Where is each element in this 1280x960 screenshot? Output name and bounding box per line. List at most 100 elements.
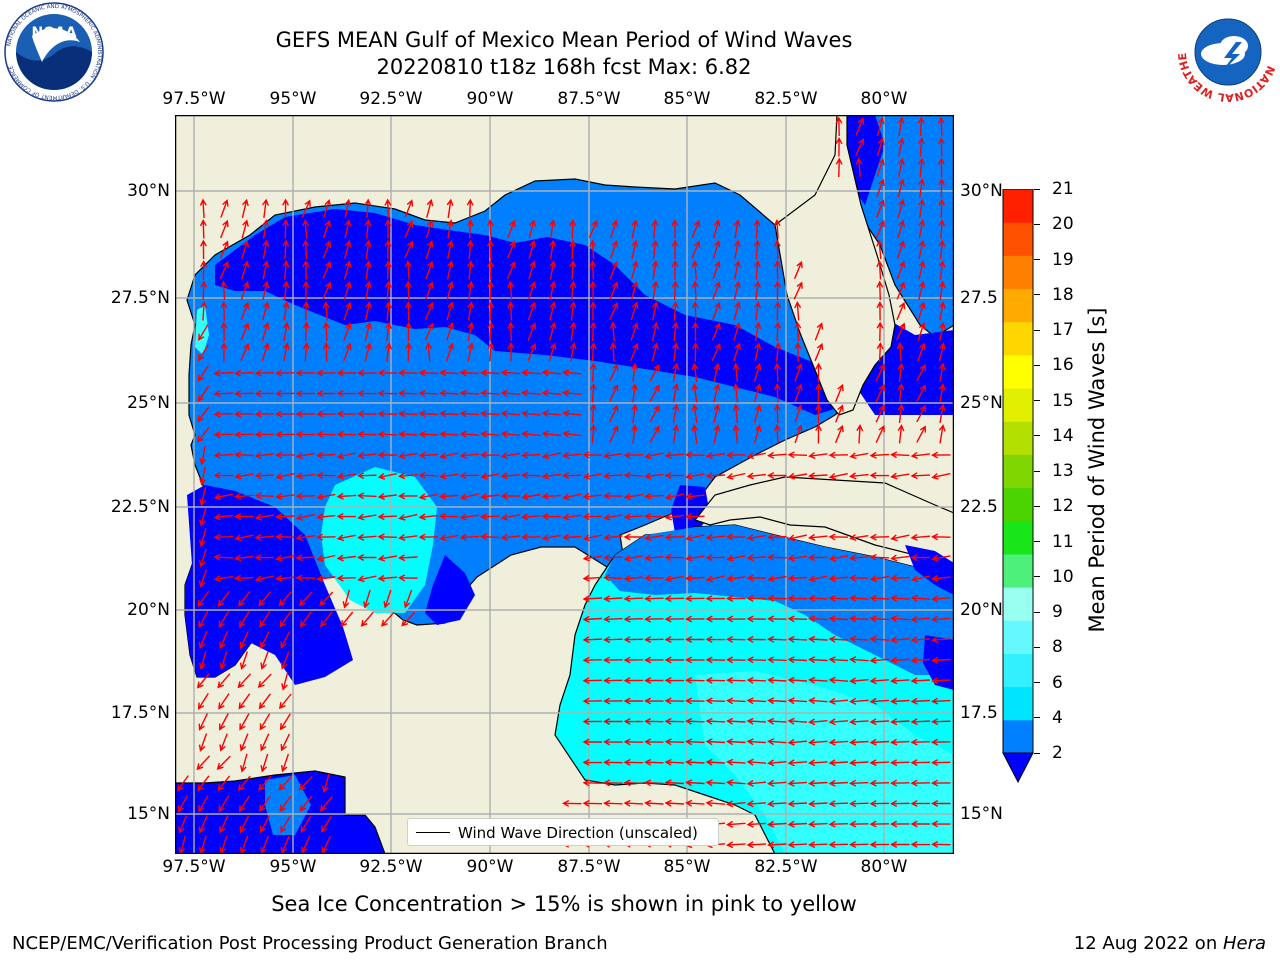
wind-wave-arrow [218, 610, 230, 629]
wind-wave-arrow [487, 280, 495, 301]
wind-wave-arrow [931, 820, 951, 828]
wind-wave-arrow [603, 513, 623, 521]
wind-wave-arrow [692, 342, 700, 362]
wind-wave-arrow [487, 301, 495, 321]
wind-wave-arrow [623, 554, 643, 562]
wind-wave-arrow [582, 799, 603, 807]
wind-wave-arrow [258, 775, 272, 791]
wind-wave-arrow [336, 389, 357, 397]
wind-wave-arrow [527, 342, 537, 362]
colorbar-tick-mark [1034, 611, 1040, 613]
wind-wave-arrow [890, 759, 910, 767]
wind-wave-arrow [340, 611, 354, 628]
wind-wave-arrow [938, 424, 946, 444]
map-legend: Wind Wave Direction (unscaled) [407, 818, 719, 846]
wind-wave-arrow [459, 513, 480, 521]
wind-wave-arrow [295, 390, 316, 398]
wind-wave-arrow [787, 738, 808, 746]
wind-wave-arrow [275, 430, 295, 439]
wind-wave-arrow [931, 718, 951, 726]
colorbar-tick-label: 19 [1052, 249, 1074, 270]
wind-wave-arrow [220, 301, 228, 321]
wind-wave-arrow [828, 594, 849, 602]
wind-wave-arrow [343, 281, 352, 300]
wind-wave-arrow [849, 472, 869, 480]
wind-wave-arrow [480, 513, 500, 521]
wind-wave-arrow [897, 178, 905, 198]
sea-ice-caption: Sea Ice Concentration > 15% is shown in … [271, 892, 857, 916]
wind-wave-arrow [849, 574, 869, 582]
wind-wave-arrow [849, 677, 869, 685]
wind-wave-arrow [316, 493, 336, 501]
colorbar-tick-mark [1034, 188, 1040, 190]
colorbar-segment [1003, 255, 1033, 290]
lat-tick-label: 27.5 [960, 288, 998, 308]
wind-wave-arrow [377, 389, 398, 397]
wind-wave-arrow [500, 513, 520, 521]
wind-wave-arrow [671, 239, 679, 259]
wind-wave-arrow [589, 403, 597, 424]
wind-wave-arrow [773, 239, 781, 260]
wind-wave-arrow [671, 280, 679, 301]
wind-wave-arrow [767, 635, 787, 643]
wind-wave-arrow [896, 240, 906, 259]
legend-label: Wind Wave Direction (unscaled) [458, 824, 698, 842]
wind-wave-arrow [357, 472, 377, 480]
wind-wave-arrow [234, 410, 254, 418]
wind-wave-arrow [377, 574, 398, 582]
wind-wave-arrow [528, 260, 536, 280]
wind-wave-arrow [917, 301, 926, 321]
wind-wave-arrow [754, 280, 761, 300]
wind-wave-arrow [199, 507, 207, 527]
wind-wave-arrow [241, 260, 250, 280]
wind-wave-arrow [199, 528, 207, 548]
wind-wave-arrow [794, 424, 803, 444]
wind-wave-arrow [733, 301, 741, 321]
wind-wave-arrow [357, 369, 377, 377]
wind-wave-arrow [213, 575, 234, 583]
wind-wave-arrow [240, 301, 250, 321]
wind-wave-arrow [295, 369, 316, 377]
wind-wave-arrow [316, 451, 336, 459]
wind-wave-arrow [746, 717, 767, 725]
wind-wave-arrow [937, 157, 945, 178]
wind-wave-arrow [398, 389, 418, 397]
wind-wave-arrow [213, 369, 234, 377]
wind-wave-arrow [664, 717, 685, 725]
wind-wave-arrow [726, 635, 746, 643]
wind-wave-arrow [521, 430, 541, 438]
wind-wave-arrow [259, 713, 271, 731]
wind-wave-arrow [910, 738, 931, 746]
wind-wave-arrow [890, 636, 910, 644]
wind-wave-arrow [280, 753, 290, 773]
wind-wave-arrow [425, 219, 434, 239]
wind-wave-arrow [828, 472, 848, 480]
wind-wave-arrow [197, 385, 210, 402]
wind-wave-arrow [275, 493, 295, 500]
wind-wave-arrow [671, 219, 679, 239]
wind-wave-arrow [398, 472, 418, 480]
wind-wave-arrow [931, 697, 951, 705]
wind-wave-arrow [890, 738, 910, 746]
wind-wave-arrow [198, 630, 208, 650]
wind-wave-arrow [262, 301, 270, 321]
lat-tick-label: 15°N [127, 804, 170, 824]
wind-wave-arrow [541, 492, 562, 500]
wind-wave-arrow [808, 472, 828, 480]
wind-wave-arrow [425, 240, 434, 259]
wind-wave-arrow [582, 738, 602, 746]
wind-wave-arrow [918, 239, 926, 259]
wind-wave-arrow [910, 800, 931, 808]
wind-wave-arrow [562, 430, 582, 438]
wind-wave-arrow [664, 553, 685, 561]
wind-wave-arrow [336, 410, 357, 418]
wind-wave-arrow [258, 693, 271, 710]
wind-wave-arrow [439, 534, 459, 542]
wind-wave-arrow [254, 533, 275, 541]
wind-wave-arrow [344, 219, 352, 239]
wind-wave-arrow [774, 342, 782, 362]
wind-wave-arrow [404, 280, 412, 301]
wind-wave-arrow [931, 779, 951, 787]
wind-wave-arrow [405, 342, 413, 362]
wind-wave-arrow [651, 342, 659, 362]
